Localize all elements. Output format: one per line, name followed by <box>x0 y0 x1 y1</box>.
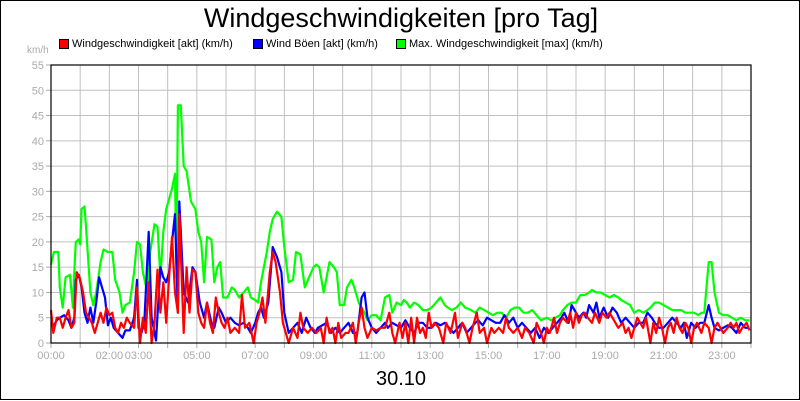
x-tick-label: 19:00 <box>591 350 619 362</box>
x-tick-label: 23:00 <box>708 350 736 362</box>
y-tick-label: 5 <box>38 313 44 325</box>
legend-label-speed: Windgeschwindigkeit [akt] (km/h) <box>72 38 233 50</box>
x-tick-label: 21:00 <box>650 350 678 362</box>
legend-label-gusts: Wind Böen [akt] (km/h) <box>266 38 378 50</box>
legend-swatch-red-icon <box>59 39 69 49</box>
y-tick-label: 30 <box>32 186 44 198</box>
y-tick-label: 45 <box>32 111 44 123</box>
plot-border <box>50 64 752 344</box>
x-tick-label: 11:00 <box>358 350 385 362</box>
y-tick-label: 40 <box>32 136 44 148</box>
legend-item-max: Max. Windgeschwindigkeit [max] (km/h) <box>396 38 603 50</box>
legend-swatch-blue-icon <box>253 39 263 49</box>
x-tick-label: 05:00 <box>183 350 211 362</box>
x-tick-label: 00:00 <box>37 350 65 362</box>
x-tick-label: 07:00 <box>241 350 269 362</box>
y-tick-label: 35 <box>32 161 44 173</box>
y-tick-label: 50 <box>32 85 44 97</box>
x-tick-label: 15:00 <box>475 350 503 362</box>
x-tick-label: 03:00 <box>125 350 153 362</box>
x-tick-label: 02:00 <box>96 350 124 362</box>
legend-label-max: Max. Windgeschwindigkeit [max] (km/h) <box>409 38 603 50</box>
legend-item-gusts: Wind Böen [akt] (km/h) <box>253 38 378 50</box>
y-tick-label: 20 <box>32 237 44 249</box>
chart-title: Windgeschwindigkeiten [pro Tag] <box>203 3 599 33</box>
x-tick-label: 09:00 <box>300 350 328 362</box>
x-tick-label: 13:00 <box>416 350 444 362</box>
series-line-2 <box>49 213 751 345</box>
legend-item-speed: Windgeschwindigkeit [akt] (km/h) <box>59 38 233 50</box>
y-tick-label: 0 <box>38 338 44 350</box>
y-tick-label: 15 <box>32 262 44 274</box>
x-tick-label: 17:00 <box>533 350 561 362</box>
y-tick-label: 55 <box>32 60 44 72</box>
legend-swatch-green-icon <box>396 39 406 49</box>
date-label: 30.10 <box>375 368 427 390</box>
y-tick-label: 10 <box>32 287 44 299</box>
y-axis-unit: km/h <box>27 45 49 56</box>
y-tick-label: 25 <box>32 212 44 224</box>
